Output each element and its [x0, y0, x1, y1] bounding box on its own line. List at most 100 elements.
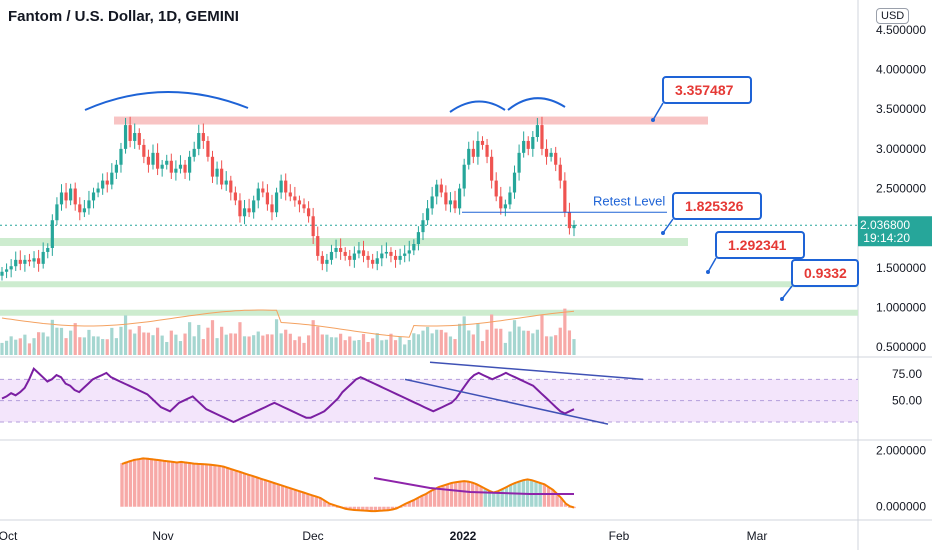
- volume-bar: [398, 336, 402, 355]
- time-tick-label: Mar: [747, 529, 768, 543]
- candle-body: [128, 125, 132, 141]
- macd-histogram-bar: [285, 487, 289, 507]
- macd-histogram-bar: [318, 498, 323, 507]
- time-tick-label: Dec: [302, 529, 323, 543]
- macd-histogram-bar: [369, 506, 373, 512]
- support-zone-1: [0, 238, 688, 247]
- volume-bar: [110, 327, 114, 355]
- candle-body: [50, 220, 54, 248]
- volume-bar: [192, 336, 196, 355]
- macd-histogram-bar: [221, 465, 226, 507]
- candle-body: [339, 247, 343, 252]
- volume-bar: [457, 323, 462, 355]
- macd-histogram-bar: [504, 487, 509, 507]
- candle-body: [142, 144, 146, 157]
- macd-histogram-bar: [128, 460, 133, 507]
- candle-body: [101, 180, 105, 189]
- rsi-tick-label: 75.00: [892, 367, 922, 381]
- volume-bar: [302, 342, 306, 355]
- macd-histogram-bar: [293, 489, 297, 507]
- time-tick-label: Feb: [609, 529, 630, 543]
- volume-bar: [274, 319, 279, 355]
- volume-bar: [339, 333, 343, 355]
- candle-body: [41, 251, 45, 264]
- candle-body: [430, 196, 434, 209]
- volume-bar: [73, 323, 77, 355]
- volume-bar: [14, 339, 18, 355]
- macd-histogram-bar: [166, 460, 171, 507]
- volume-bar: [197, 324, 201, 355]
- macd-histogram-bar: [416, 498, 420, 507]
- macd-histogram-bar: [479, 486, 483, 507]
- macd-histogram-bar: [192, 462, 196, 507]
- volume-bar: [87, 329, 91, 355]
- macd-histogram-bar: [204, 463, 209, 507]
- volume-bar: [142, 332, 146, 355]
- volume-bar: [412, 333, 416, 355]
- macd-histogram-bar: [470, 482, 475, 507]
- candle-body: [567, 212, 572, 229]
- support-zone-2: [0, 281, 858, 288]
- macd-histogram-bar: [149, 458, 154, 507]
- volume-bar: [4, 340, 9, 355]
- macd-histogram-bar: [441, 485, 445, 507]
- volume-bar: [512, 320, 517, 355]
- candle-body: [384, 251, 388, 254]
- volume-bar: [123, 315, 128, 355]
- volume-bar: [9, 336, 13, 355]
- chart-title: Fantom / U.S. Dollar, 1D, GEMINI: [8, 8, 239, 25]
- candle-body: [91, 192, 96, 201]
- macd-histogram-bar: [483, 488, 487, 507]
- price-tick-label: 1.000000: [876, 300, 926, 314]
- callout-resistance-pointer: [652, 102, 664, 121]
- macd-histogram-bar: [247, 474, 251, 507]
- candle-body: [503, 204, 507, 209]
- currency-button[interactable]: USD: [876, 8, 910, 24]
- volume-bar: [549, 336, 553, 355]
- macd-tick-label: 2.000000: [876, 443, 926, 457]
- candle-body: [407, 250, 411, 254]
- candle-body: [105, 180, 109, 185]
- volume-bar: [366, 341, 370, 355]
- candle-body: [325, 259, 329, 264]
- candle-body: [329, 251, 334, 260]
- candle-body: [453, 200, 457, 209]
- macd-histogram-bar: [492, 492, 496, 507]
- macd-histogram-bar: [568, 506, 572, 508]
- candle-body: [357, 250, 361, 254]
- candle-body: [133, 133, 137, 141]
- candle-body: [494, 180, 498, 197]
- candle-body: [284, 180, 288, 193]
- macd-histogram-bar: [496, 491, 500, 507]
- volume-bar: [375, 333, 379, 355]
- candle-body: [18, 259, 22, 264]
- candle-body: [361, 250, 366, 256]
- macd-histogram-bar: [382, 506, 386, 512]
- macd-histogram-bar: [124, 461, 128, 507]
- volume-bar: [357, 340, 361, 355]
- candle-body: [137, 133, 141, 145]
- volume-bar: [229, 333, 233, 355]
- volume-bars: [0, 308, 576, 355]
- volume-bar: [311, 320, 315, 355]
- volume-bar: [325, 334, 329, 355]
- top-arc: [449, 100, 506, 113]
- volume-bar: [91, 336, 96, 355]
- candle-body: [183, 164, 187, 173]
- volume-bar: [467, 330, 471, 355]
- volume-bar: [421, 330, 425, 355]
- volume-bar: [567, 330, 572, 355]
- macd-histogram-bar: [162, 460, 166, 507]
- volume-bar: [64, 338, 68, 355]
- volume-bar: [444, 332, 448, 355]
- volume-bar: [37, 332, 41, 355]
- macd-histogram-bar: [449, 482, 454, 507]
- candle-body: [174, 168, 178, 173]
- volume-bar: [32, 338, 36, 355]
- macd-histogram-bar: [255, 477, 259, 507]
- macd-histogram-bar: [137, 458, 141, 507]
- volume-bar: [403, 344, 407, 355]
- volume-bar: [114, 338, 119, 355]
- volume-bar: [0, 342, 4, 355]
